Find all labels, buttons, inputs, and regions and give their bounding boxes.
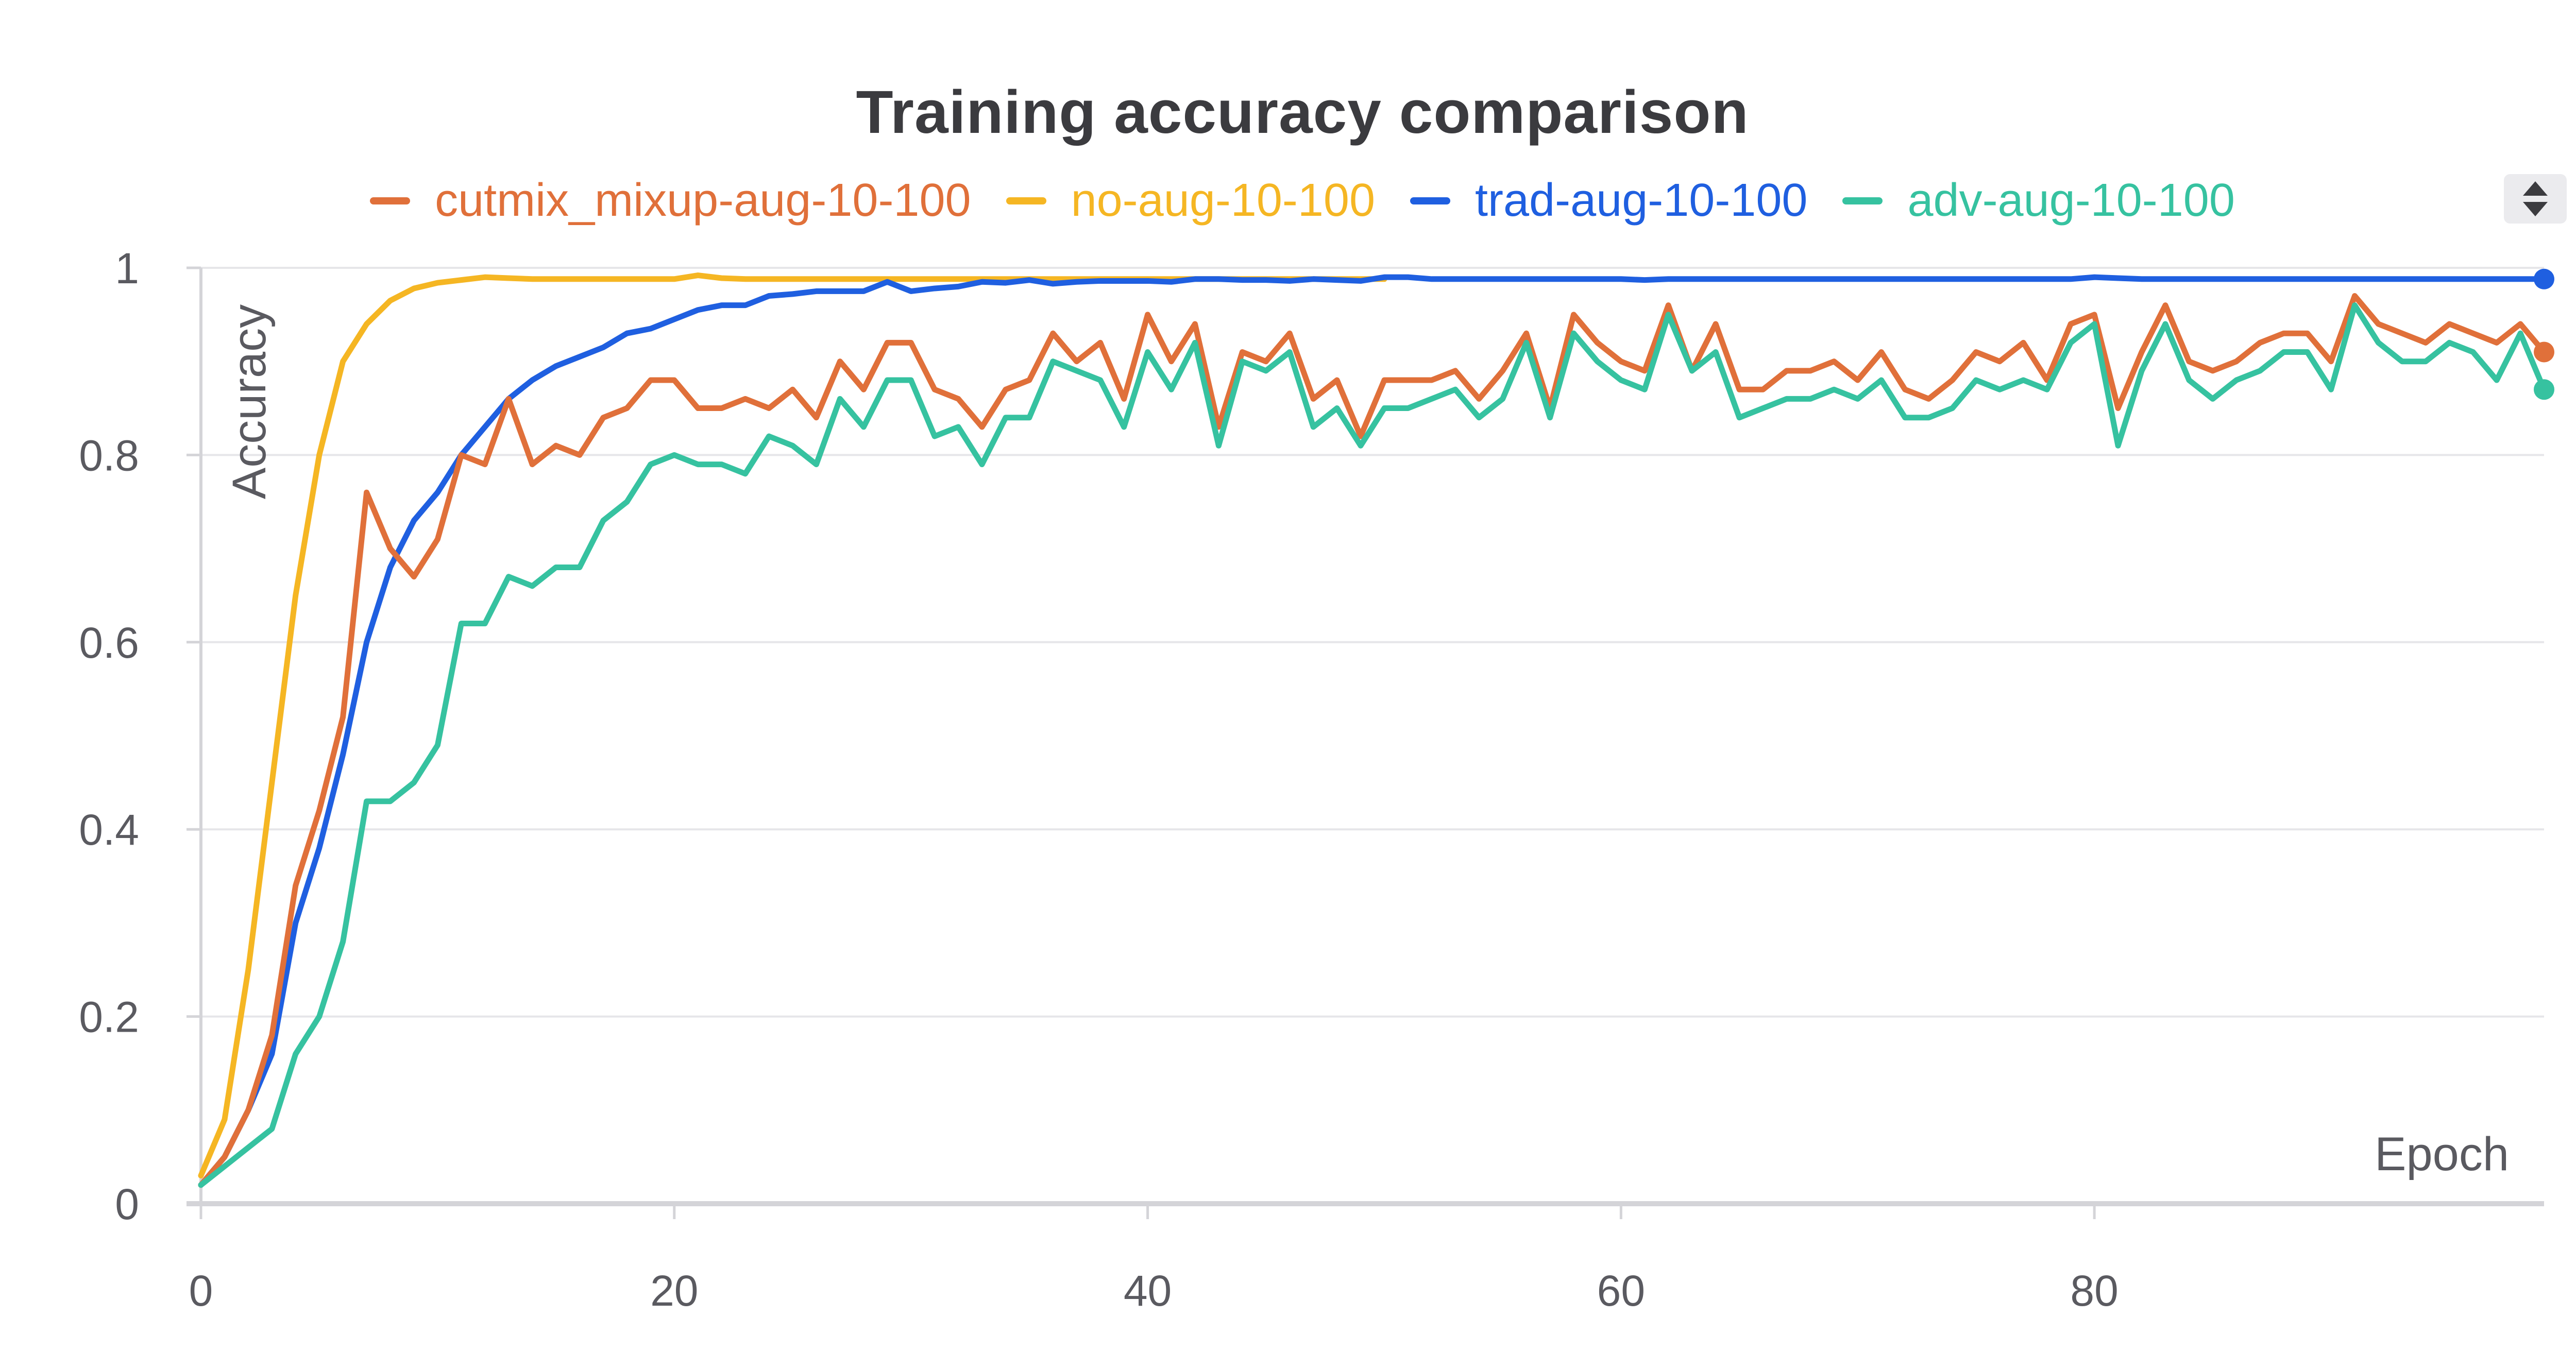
y-tick-label: 0.4: [79, 806, 139, 854]
y-tick-label: 0: [115, 1180, 139, 1228]
legend-swatch: [1006, 197, 1046, 204]
x-tick-label: 40: [1124, 1267, 1172, 1315]
legend-label: no-aug-10-100: [1071, 175, 1376, 226]
series-line-cutmix_mixup-aug-10-100: [198, 293, 2547, 1188]
y-tick-label: 0.2: [79, 993, 139, 1041]
legend-swatch: [1410, 197, 1451, 204]
series-line-adv-aug-10-100: [198, 302, 2547, 1188]
y-tick-label: 0.8: [79, 431, 139, 480]
series-end-marker-trad-aug-10-100: [2534, 268, 2554, 289]
legend-item-trad-aug-10-100[interactable]: trad-aug-10-100: [1410, 174, 1807, 227]
legend-label: adv-aug-10-100: [1907, 175, 2235, 226]
legend-toggle-button[interactable]: [2504, 174, 2567, 224]
sort-arrows-icon: [2523, 181, 2548, 216]
series-end-marker-adv-aug-10-100: [2534, 379, 2554, 400]
legend: cutmix_mixup-aug-10-100 no-aug-10-100 trad…: [0, 174, 2576, 227]
chart-title: Training accuracy comparison: [856, 78, 1749, 146]
legend-item-cutmix_mixup-aug-10-100[interactable]: cutmix_mixup-aug-10-100: [370, 174, 971, 227]
x-tick-label: 60: [1597, 1267, 1645, 1315]
series-end-marker-cutmix_mixup-aug-10-100: [2534, 341, 2554, 363]
y-axis-title: Accuracy: [223, 304, 276, 499]
x-axis-title: Epoch: [2375, 1128, 2509, 1181]
legend-label: trad-aug-10-100: [1475, 175, 1808, 226]
y-tick-label: 0.6: [79, 619, 139, 667]
legend-item-adv-aug-10-100[interactable]: adv-aug-10-100: [1842, 174, 2235, 227]
x-tick-label: 80: [2070, 1267, 2118, 1315]
series-line-no-aug-10-100: [198, 272, 1387, 1178]
legend-swatch: [370, 197, 411, 204]
x-tick-label: 20: [650, 1267, 698, 1315]
y-tick-label: 1: [115, 244, 139, 293]
legend-swatch: [1842, 197, 1883, 204]
legend-item-no-aug-10-100[interactable]: no-aug-10-100: [1006, 174, 1375, 227]
x-tick-label: 0: [189, 1267, 213, 1315]
legend-label: cutmix_mixup-aug-10-100: [435, 175, 971, 226]
series-line-trad-aug-10-100: [198, 274, 2547, 1188]
